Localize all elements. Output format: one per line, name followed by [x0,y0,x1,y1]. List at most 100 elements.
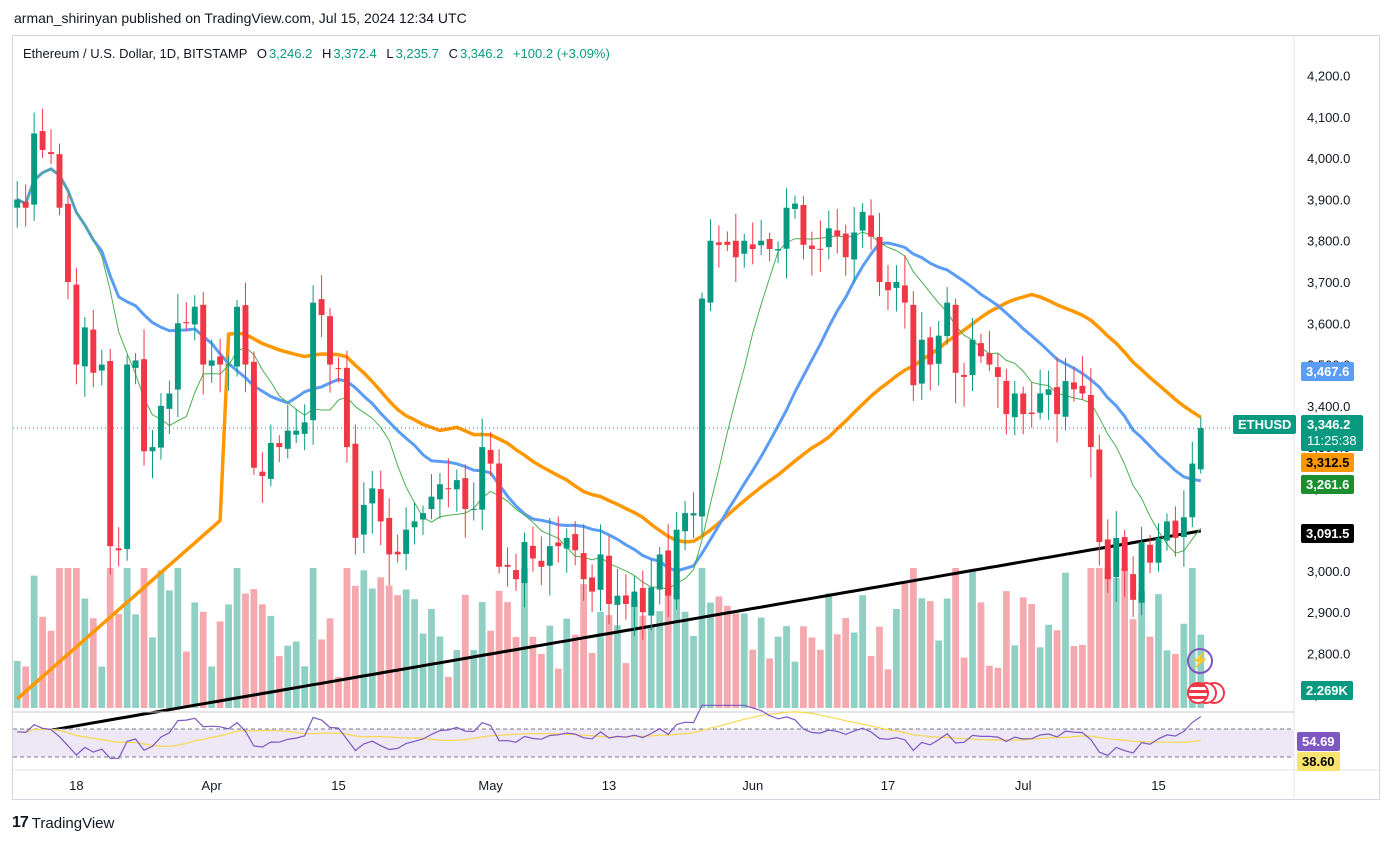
candle [174,294,181,418]
black-ma-line [16,529,1202,738]
high-value: 3,372.4 [333,46,377,61]
volume-bar [1045,624,1052,708]
candle [132,353,139,385]
volume-bar [326,618,334,708]
volume-bar [630,599,638,708]
volume-bar [952,568,959,708]
volume-bar [166,590,173,708]
volume-bar [98,666,106,708]
volume-bar [259,604,266,708]
flash-icon[interactable]: ⚡ [1187,648,1213,674]
candle [141,329,147,466]
volume-bar [749,649,757,708]
x-tick-label: Jun [742,778,763,793]
candle [191,295,198,341]
volume-bar [1019,597,1027,708]
volume-bar [825,593,833,708]
y-tick-label: 3,400.0 [1307,399,1350,414]
candle [986,330,993,371]
volume-bar [335,676,342,708]
candle [775,241,782,263]
candle [1096,434,1103,566]
volume-bar [428,609,435,708]
volume-bar [757,617,765,708]
candle [411,502,418,545]
volume-bar [1155,594,1162,708]
candle [825,210,832,260]
blue-ma-tag: 3,467.6 [1301,362,1355,381]
candle [301,404,308,451]
candle [758,219,765,256]
candle [98,349,105,386]
candle [157,393,164,460]
candle [1028,382,1035,428]
candle [876,212,883,297]
volume-bar [1036,647,1044,708]
candle [310,285,317,445]
green-ma-line [16,168,1202,590]
candle [851,206,858,283]
x-tick-label: 15 [1151,778,1165,793]
volume-bar [580,584,588,708]
volume-bar [681,611,689,708]
volume-bar [284,645,292,708]
y-tick-label: 3,800.0 [1307,234,1350,249]
volume-bar [216,621,224,708]
candle [1189,441,1196,528]
x-tick-label: 15 [331,778,345,793]
candle [276,435,283,463]
candle [343,350,350,463]
rsi-ma-tag: 38.60 [1297,752,1340,771]
volume-bar [664,583,672,708]
volume-bar [1129,619,1137,708]
volume-bar [554,668,562,708]
candle [1197,417,1204,474]
candle [56,143,63,216]
symbol-name[interactable]: Ethereum / U.S. Dollar, 1D, BITSTAMP [23,46,248,61]
candle [639,570,646,640]
volume-bar [563,618,571,708]
last-price-tag: 3,346.2 11:25:38 [1301,415,1363,451]
volume-bar [444,676,452,708]
candle [496,449,503,574]
candle [538,536,545,586]
volume-bar [994,667,1002,708]
volume-bar [783,626,790,708]
volume-bar [22,666,30,708]
volume-bar [969,569,976,708]
candle [1113,511,1120,602]
volume-bar [867,656,875,708]
candle [149,430,156,479]
candle [682,500,689,551]
candle [1172,506,1179,557]
volume-bar [360,570,368,708]
volume-bar [64,568,72,708]
green-ma-tag: 3,261.6 [1301,475,1355,494]
y-tick-label: 3,600.0 [1307,316,1350,331]
volume-bar [537,653,545,708]
volume-bar [816,649,824,708]
y-tick-label: 2,900.0 [1307,605,1350,620]
volume-bar [588,652,596,708]
candle [572,521,579,566]
candle [606,535,612,625]
volume-bar [436,636,444,708]
candle [1147,534,1154,574]
volume-bar [909,568,917,708]
candle [22,184,29,227]
volume-bar [89,618,97,708]
us-flag-events-icon[interactable] [1187,682,1229,706]
volume-bar [149,637,156,708]
volume-bar [571,634,579,708]
candle [420,505,426,535]
candle [800,196,807,260]
volume-bar [225,604,232,708]
volume-bar [833,634,841,708]
candle [868,199,875,250]
candle [428,474,435,520]
volume-bar [893,609,900,708]
volume-bar [1180,623,1188,708]
volume-bar [1087,568,1095,708]
candle [327,308,333,393]
